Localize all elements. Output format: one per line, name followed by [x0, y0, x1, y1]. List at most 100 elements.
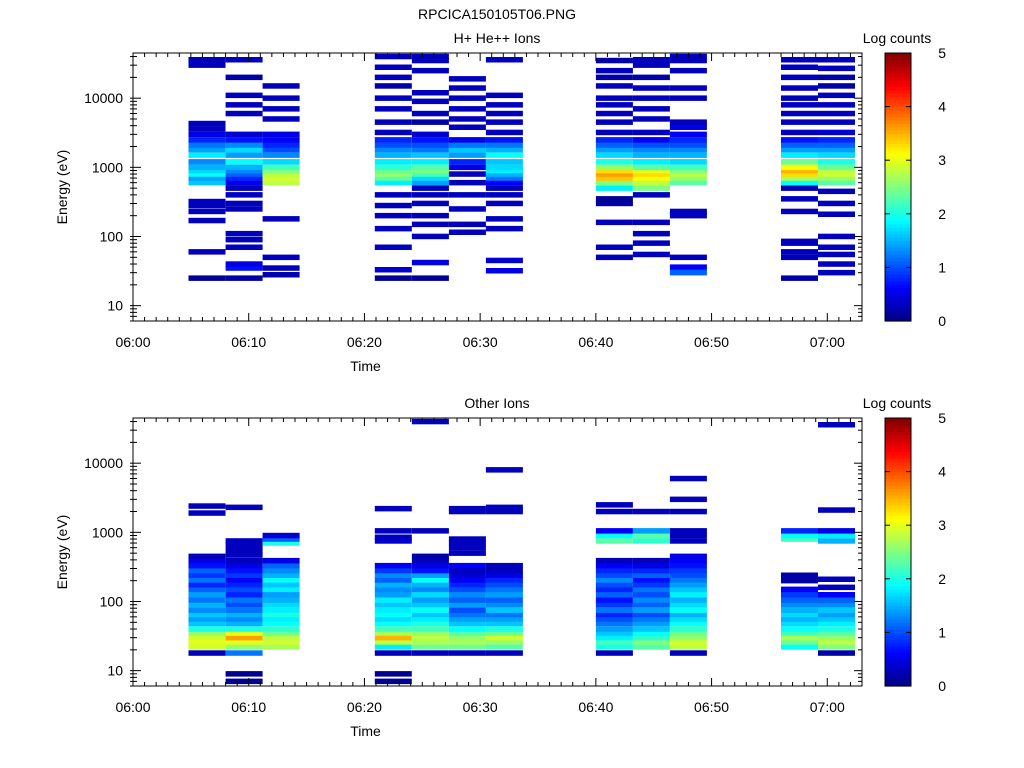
heatmap-cell — [669, 616, 707, 622]
colorbar-tick-label: 3 — [938, 152, 946, 168]
heatmap-cell — [374, 626, 412, 632]
colorbar-swatch — [885, 605, 911, 610]
colorbar-swatch — [885, 243, 911, 248]
heatmap-cell — [818, 57, 855, 63]
colorbar-swatch — [885, 615, 911, 620]
heatmap-cell — [374, 577, 412, 583]
heatmap-cell — [262, 626, 300, 632]
heatmap-cell — [781, 572, 818, 578]
heatmap-cell — [669, 577, 707, 583]
heatmap-cell — [595, 95, 633, 101]
heatmap-cell — [669, 553, 707, 560]
heatmap-cell — [225, 57, 263, 63]
heatmap-cell — [374, 650, 412, 656]
colorbar-swatch — [885, 649, 911, 654]
colorbar-swatch — [885, 444, 911, 449]
heatmap-cell — [411, 212, 449, 219]
colorbar-swatch — [885, 558, 911, 563]
heatmap-cell — [411, 171, 449, 177]
heatmap-cell — [225, 185, 263, 191]
y-axis-label: Energy (eV) — [54, 515, 70, 590]
colorbar-swatch — [885, 210, 911, 215]
heatmap-cell — [632, 74, 670, 81]
heatmap-cell — [262, 567, 300, 574]
heatmap-cell — [262, 611, 300, 618]
colorbar-swatch — [885, 230, 911, 235]
colorbar-swatch — [885, 565, 911, 570]
heatmap-cell — [818, 65, 855, 72]
heatmap-cell — [485, 634, 523, 641]
heatmap-cell — [632, 562, 670, 569]
heatmap-cell — [411, 179, 449, 186]
heatmap-cell — [595, 129, 633, 136]
heatmap-cell — [411, 418, 449, 425]
heatmap-cell — [669, 581, 707, 588]
colorbar-swatch — [885, 548, 911, 553]
heatmap-cell — [262, 216, 300, 222]
colorbar-swatch — [885, 622, 911, 627]
heatmap-cell — [485, 129, 523, 136]
heatmap-cell — [818, 592, 855, 598]
heatmap-cell — [595, 532, 633, 539]
colorbar-swatch — [885, 233, 911, 238]
heatmap-cell — [374, 83, 412, 89]
heatmap-cell — [781, 167, 818, 174]
heatmap-cell — [188, 175, 226, 181]
x-tick-label: 06:40 — [578, 699, 613, 715]
colorbar-swatch — [885, 150, 911, 155]
heatmap-cell — [448, 550, 486, 556]
heatmap-cell — [485, 142, 523, 148]
heatmap-cell — [781, 159, 818, 165]
heatmap-cell — [669, 611, 707, 618]
heatmap-cell — [262, 116, 300, 122]
heatmap-cell — [485, 572, 523, 578]
heatmap-cell — [781, 102, 818, 108]
heatmap-cell — [595, 244, 633, 250]
heatmap-cell — [818, 650, 855, 656]
heatmap-cell — [374, 572, 412, 578]
heatmap-cell — [818, 188, 855, 195]
heatmap-cell — [485, 581, 523, 588]
x-tick-label: 07:00 — [810, 334, 845, 350]
heatmap-cell — [632, 611, 670, 618]
heatmap-cell — [262, 577, 300, 583]
heatmap-cell — [374, 64, 412, 70]
colorbar-swatch — [885, 116, 911, 121]
heatmap-cell — [374, 179, 412, 186]
colorbar-swatch — [885, 197, 911, 201]
heatmap-cell — [448, 137, 486, 143]
colorbar-swatch — [885, 294, 911, 299]
heatmap-cell — [781, 171, 818, 177]
heatmap-cell — [632, 528, 670, 534]
colorbar-tick-label: 5 — [938, 45, 946, 61]
colorbar-swatch — [885, 552, 911, 556]
colorbar-swatch — [885, 424, 911, 429]
heatmap-cell — [818, 532, 855, 539]
heatmap-cell — [262, 164, 300, 171]
colorbar-swatch — [885, 555, 911, 560]
heatmap-cell — [818, 110, 855, 117]
colorbar-tick-label: 2 — [938, 571, 946, 587]
heatmap-cell — [818, 167, 855, 174]
heatmap-cell — [485, 225, 523, 232]
heatmap-cell — [411, 90, 449, 96]
heatmap-cell — [262, 142, 300, 148]
heatmap-cell — [595, 557, 633, 564]
heatmap-cell — [485, 601, 523, 608]
heatmap-cell — [595, 577, 633, 583]
heatmap-cell — [188, 208, 226, 215]
heatmap-cell — [485, 586, 523, 593]
colorbar-swatch — [885, 608, 911, 613]
colorbar-swatch — [885, 491, 911, 496]
heatmap-cell — [781, 74, 818, 81]
heatmap-cell — [374, 202, 412, 209]
x-tick-label: 06:50 — [694, 699, 729, 715]
heatmap-cell — [188, 553, 226, 560]
colorbar-swatch — [885, 682, 911, 687]
colorbar-tick-label: 3 — [938, 517, 946, 533]
heatmap-cell — [781, 164, 818, 171]
heatmap-cell — [374, 129, 412, 136]
heatmap-cell — [632, 152, 670, 158]
heatmap-cell — [781, 592, 818, 598]
heatmap-cell — [595, 562, 633, 569]
